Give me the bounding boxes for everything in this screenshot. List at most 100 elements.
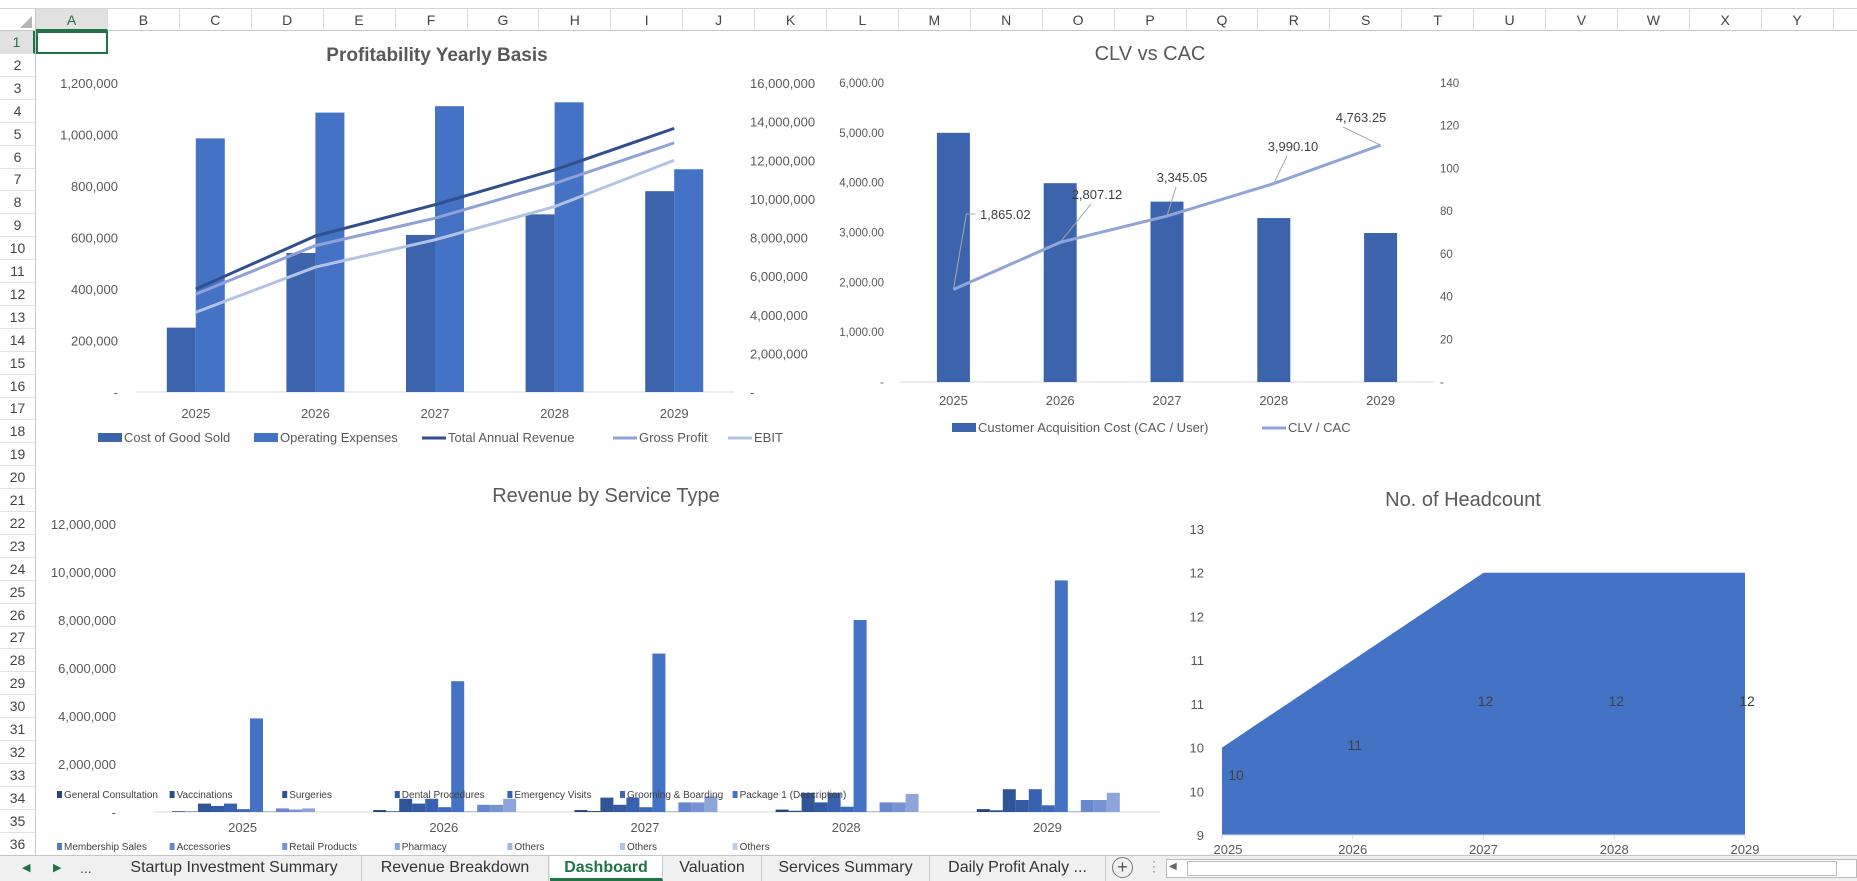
bar-dental-procedures [1015, 800, 1029, 812]
column-header-r[interactable]: R [1258, 9, 1331, 31]
sheet-tab-bar: ◀ ▶ ... Startup Investment Summary Revenu… [0, 855, 1857, 881]
legend-others: Others [740, 842, 770, 853]
scroll-tabs-right-icon[interactable]: ▶ [53, 862, 62, 874]
bar-retail-products [289, 809, 302, 812]
sheet-tab-daily-profit-analy[interactable]: Daily Profit Analy ... [930, 856, 1106, 881]
column-header-i[interactable]: I [611, 9, 684, 31]
row-header-2[interactable]: 2 [0, 54, 35, 77]
row-header-19[interactable]: 19 [0, 443, 35, 467]
column-header-c[interactable]: C [180, 9, 252, 31]
y-tick-label: - [112, 805, 116, 820]
row-header-22[interactable]: 22 [0, 512, 35, 535]
scroll-tabs-left-icon[interactable]: ◀ [22, 862, 31, 874]
x-tick-label: 2027 [1153, 393, 1182, 408]
sheet-tab-services-summary[interactable]: Services Summary [762, 856, 930, 881]
row-header-16[interactable]: 16 [0, 375, 35, 398]
row-header-8[interactable]: 8 [0, 191, 35, 215]
column-header-h[interactable]: H [539, 9, 612, 31]
row-header-25[interactable]: 25 [0, 581, 35, 604]
column-header-q[interactable]: Q [1186, 9, 1259, 31]
selected-cell-a1[interactable] [36, 31, 108, 54]
bar-cac [1043, 183, 1077, 382]
column-header-n[interactable]: N [971, 9, 1043, 31]
row-header-4[interactable]: 4 [0, 100, 35, 123]
bar-vaccinations [788, 810, 802, 812]
column-header-s[interactable]: S [1330, 9, 1403, 31]
row-header-10[interactable]: 10 [0, 237, 35, 261]
column-header-m[interactable]: M [899, 9, 971, 31]
row-header-15[interactable]: 15 [0, 352, 35, 375]
row-header-35[interactable]: 35 [0, 810, 35, 833]
row-header-21[interactable]: 21 [0, 489, 35, 512]
row-header-27[interactable]: 27 [0, 626, 35, 650]
plus-circle-icon[interactable]: + [1112, 857, 1133, 878]
column-header-t[interactable]: T [1402, 9, 1475, 31]
row-header-23[interactable]: 23 [0, 535, 35, 558]
row-header-31[interactable]: 31 [0, 718, 35, 741]
row-header-17[interactable]: 17 [0, 397, 35, 421]
select-all-button[interactable] [0, 9, 36, 31]
column-header-l[interactable]: L [827, 9, 899, 31]
column-header-d[interactable]: D [252, 9, 324, 31]
data-label: 10 [1228, 767, 1244, 783]
column-header-u[interactable]: U [1474, 9, 1546, 31]
column-header-j[interactable]: J [683, 9, 756, 31]
sheet-tab-valuation[interactable]: Valuation [663, 856, 762, 881]
bar-accessories [678, 802, 692, 812]
column-header-y[interactable]: Y [1762, 9, 1834, 31]
scrollbar-thumb[interactable] [1187, 861, 1837, 876]
bar-pharmacy [302, 808, 315, 812]
row-header-5[interactable]: 5 [0, 123, 35, 146]
row-header-34[interactable]: 34 [0, 787, 35, 810]
bar-general-consultation [574, 810, 588, 812]
column-header-e[interactable]: E [324, 9, 396, 31]
data-label-leader [1059, 203, 1092, 243]
row-header-29[interactable]: 29 [0, 672, 35, 696]
horizontal-scrollbar[interactable]: ◀ [1166, 859, 1857, 878]
row-header-33[interactable]: 33 [0, 764, 35, 787]
x-tick-label: 2026 [1338, 842, 1367, 855]
row-header-7[interactable]: 7 [0, 168, 35, 192]
row-header-11[interactable]: 11 [0, 260, 35, 283]
column-header-k[interactable]: K [755, 9, 827, 31]
legend-cost-of-good-sold-swatch [98, 433, 122, 442]
row-header-14[interactable]: 14 [0, 329, 35, 352]
row-header-26[interactable]: 26 [0, 604, 35, 627]
row-header-32[interactable]: 32 [0, 741, 35, 764]
row-header-13[interactable]: 13 [0, 306, 35, 329]
bar-emergency-visits [425, 798, 439, 812]
row-header-1[interactable]: 1 [0, 31, 35, 54]
column-header-a[interactable]: A [36, 9, 108, 31]
column-header-p[interactable]: P [1115, 9, 1187, 31]
column-header-w[interactable]: W [1618, 9, 1690, 31]
column-header-f[interactable]: F [396, 9, 468, 31]
column-header-v[interactable]: V [1546, 9, 1618, 31]
legend-emergency-visits: Emergency Visits [514, 790, 591, 801]
column-header-x[interactable]: X [1690, 9, 1762, 31]
sheet-tab-startup-investment-summary[interactable]: Startup Investment Summary [107, 856, 362, 881]
vertical-dots-icon[interactable]: ⋮ [1147, 858, 1161, 874]
scroll-left-icon[interactable]: ◀ [1169, 861, 1177, 872]
legend-swatch [394, 843, 400, 850]
sheet-tab-revenue-breakdown[interactable]: Revenue Breakdown [362, 856, 549, 881]
row-header-6[interactable]: 6 [0, 146, 35, 169]
column-header-b[interactable]: B [108, 9, 180, 31]
row-header-30[interactable]: 30 [0, 695, 35, 719]
column-header-o[interactable]: O [1043, 9, 1115, 31]
data-label: 4,763.25 [1336, 110, 1387, 125]
row-header-28[interactable]: 28 [0, 649, 35, 673]
sheet-tab-dashboard[interactable]: Dashboard [550, 856, 663, 881]
column-header-g[interactable]: G [467, 9, 540, 31]
x-tick-label: 2028 [1600, 842, 1629, 855]
row-header-9[interactable]: 9 [0, 214, 35, 238]
y-tick-label: 8,000,000 [58, 613, 116, 628]
y2-tick-label: 6,000,000 [750, 269, 808, 284]
row-header-24[interactable]: 24 [0, 558, 35, 581]
row-header-18[interactable]: 18 [0, 420, 35, 444]
row-header-20[interactable]: 20 [0, 466, 35, 490]
more-tabs-button[interactable]: ... [80, 860, 92, 876]
row-header-12[interactable]: 12 [0, 283, 35, 306]
row-header-3[interactable]: 3 [0, 77, 35, 100]
y-tick-label: - [114, 385, 118, 400]
